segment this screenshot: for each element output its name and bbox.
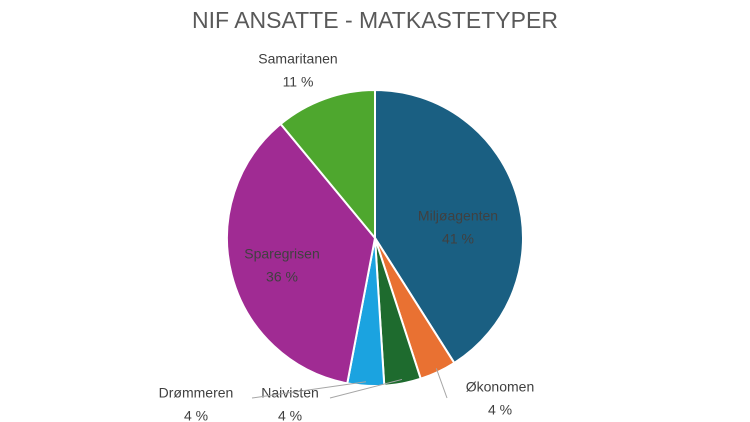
chart-title: NIF ANSATTE - MATKASTETYPER [192, 7, 558, 33]
value-label: 36 % [266, 269, 298, 285]
slice-label: Sparegrisen [244, 246, 320, 262]
value-label: 4 % [184, 408, 208, 422]
value-label: 4 % [488, 402, 512, 418]
leader-line [329, 378, 403, 399]
pie-slice [279, 88, 376, 241]
leader-line [435, 368, 448, 399]
slice-label: Miljøagenten [418, 208, 498, 224]
leader-line [251, 381, 367, 399]
value-label: 4 % [278, 408, 302, 422]
pie-slice [226, 122, 377, 385]
slice-label: Drømmeren [159, 385, 234, 401]
value-label: 41 % [442, 231, 474, 247]
slice-label: Samaritanen [258, 51, 337, 67]
slice-label: Økonomen [466, 379, 534, 395]
value-label: 11 % [283, 74, 314, 90]
